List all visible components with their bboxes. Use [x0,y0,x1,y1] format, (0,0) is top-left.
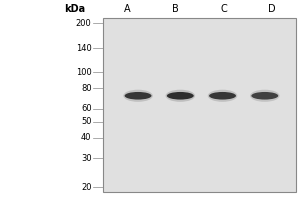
Text: 200: 200 [76,19,91,27]
Ellipse shape [209,92,236,100]
Text: 30: 30 [81,154,92,163]
Ellipse shape [208,90,237,102]
Text: 80: 80 [81,84,92,93]
Text: 50: 50 [81,117,92,126]
Ellipse shape [123,90,153,102]
Text: kDa: kDa [64,4,86,14]
Text: A: A [124,4,131,14]
Ellipse shape [124,92,152,100]
Ellipse shape [167,92,194,100]
Ellipse shape [251,92,278,100]
Text: 140: 140 [76,44,91,53]
Bar [103,18,296,192]
Text: 20: 20 [81,183,92,192]
Text: C: C [220,4,227,14]
Text: 100: 100 [76,68,91,77]
Text: 40: 40 [81,133,92,142]
Text: D: D [268,4,275,14]
Text: 60: 60 [81,104,92,113]
Ellipse shape [166,90,195,102]
Text: B: B [172,4,179,14]
Ellipse shape [250,90,280,102]
